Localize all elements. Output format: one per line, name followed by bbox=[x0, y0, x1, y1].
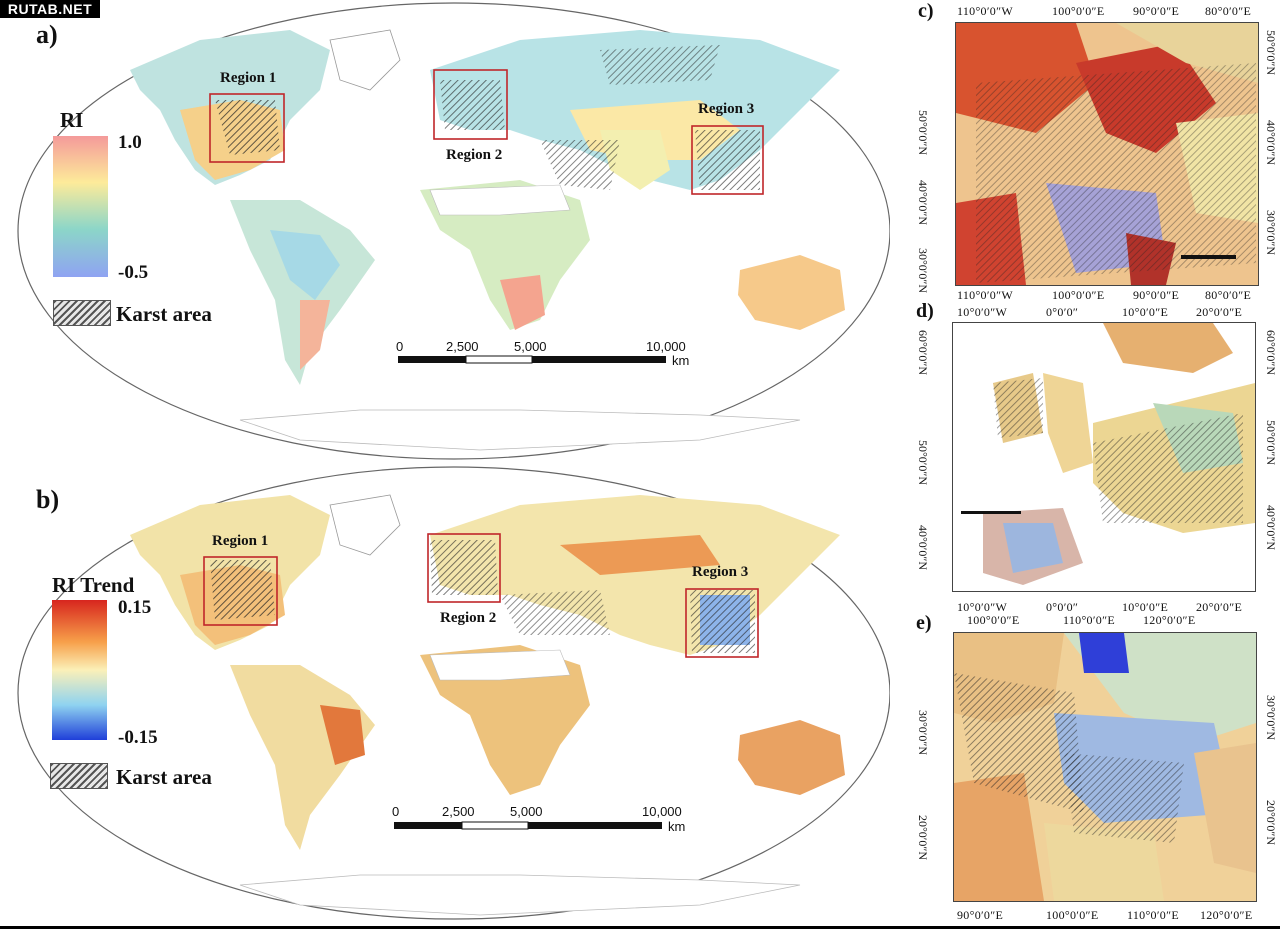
c-top-lon-4: 80°0′0″E bbox=[1205, 4, 1252, 18]
d-top-lon-3: 10°0′0″E bbox=[1122, 305, 1169, 319]
ri-legend-min: -0.5 bbox=[118, 262, 149, 283]
region-1-box-b bbox=[203, 556, 278, 626]
c-right-lat-2: 40°0′0″N bbox=[1264, 120, 1278, 166]
c-left-lat-2: 40°0′0″N bbox=[916, 180, 930, 226]
region-2-label: Region 2 bbox=[446, 147, 503, 163]
scale-tick-2500-b: 2,500 bbox=[442, 804, 475, 819]
panel-a-label: a) bbox=[36, 20, 58, 49]
scale-tick-2500: 2,500 bbox=[446, 339, 479, 354]
c-top-lon-1: 110°0′0″W bbox=[957, 4, 1014, 18]
karst-swatch-b bbox=[50, 763, 108, 789]
d-top-lon-1: 10°0′0″W bbox=[957, 305, 1008, 319]
watermark: RUTAB.NET bbox=[0, 0, 100, 18]
bottom-border bbox=[0, 926, 1280, 929]
e-bot-lon-4: 120°0′0″E bbox=[1200, 908, 1253, 922]
scale-unit-b: km bbox=[668, 819, 686, 834]
region-3-box-b bbox=[685, 588, 759, 658]
e-bot-lon-1: 90°0′0″E bbox=[957, 908, 1004, 922]
region-2-label-b: Region 2 bbox=[440, 610, 497, 626]
e-bot-lon-3: 110°0′0″E bbox=[1127, 908, 1180, 922]
c-right-lat-3: 30°0′0″N bbox=[1264, 210, 1278, 256]
panel-e-label: e) bbox=[916, 612, 932, 634]
d-bot-lon-3: 10°0′0″E bbox=[1122, 600, 1169, 614]
c-top-lon-2: 100°0′0″E bbox=[1052, 4, 1105, 18]
scale-tick-0-b: 0 bbox=[392, 804, 400, 819]
karst-swatch bbox=[53, 300, 111, 326]
c-bot-lon-4: 80°0′0″E bbox=[1205, 288, 1252, 302]
region-1-label-b: Region 1 bbox=[212, 533, 269, 549]
d-left-lat-2: 50°0′0″N bbox=[916, 440, 930, 486]
karst-label: Karst area bbox=[116, 302, 212, 326]
e-top-lon-3: 120°0′0″E bbox=[1143, 613, 1196, 627]
region-3-label-b: Region 3 bbox=[692, 564, 749, 580]
d-bot-lon-4: 20°0′0″E bbox=[1196, 600, 1243, 614]
scale-tick-5000-b: 5,000 bbox=[510, 804, 543, 819]
c-bot-lon-3: 90°0′0″E bbox=[1133, 288, 1180, 302]
trend-legend-max: 0.15 bbox=[118, 597, 152, 618]
world-map-ri bbox=[17, 2, 890, 460]
e-bot-lon-2: 100°0′0″E bbox=[1046, 908, 1099, 922]
scale-unit: km bbox=[672, 353, 690, 368]
d-right-lat-1: 60°0′0″N bbox=[1264, 330, 1278, 376]
d-top-lon-4: 20°0′0″E bbox=[1196, 305, 1243, 319]
e-left-lat-2: 20°0′0″N bbox=[916, 815, 930, 861]
c-top-lon-3: 90°0′0″E bbox=[1133, 4, 1180, 18]
d-top-lon-2: 0°0′0″ bbox=[1046, 305, 1079, 319]
trend-legend-title: RI Trend bbox=[52, 573, 135, 597]
c-bot-lon-1: 110°0′0″W bbox=[957, 288, 1014, 302]
region-3-detail-map bbox=[953, 632, 1257, 902]
region-2-box bbox=[433, 69, 508, 140]
karst-label-b: Karst area bbox=[116, 765, 212, 789]
panel-d-label: d) bbox=[916, 300, 934, 322]
d-bot-lon-1: 10°0′0″W bbox=[957, 600, 1008, 614]
panel-a: a) Region 1 Region 2 Region 3 RI 1.0 -0.… bbox=[0, 0, 890, 465]
scale-tick-10000-b: 10,000 bbox=[642, 804, 682, 819]
c-left-lat-3: 30°0′0″N bbox=[916, 248, 930, 294]
ri-legend-title: RI bbox=[60, 108, 84, 132]
c-bot-lon-2: 100°0′0″E bbox=[1052, 288, 1105, 302]
scale-tick-5000: 5,000 bbox=[514, 339, 547, 354]
d-bot-lon-2: 0°0′0″ bbox=[1046, 600, 1079, 614]
trend-color-ramp bbox=[52, 600, 107, 740]
region-3-box bbox=[691, 125, 764, 195]
ri-legend-max: 1.0 bbox=[118, 132, 142, 153]
c-right-lat-1: 50°0′0″N bbox=[1264, 30, 1278, 76]
d-left-lat-3: 40°0′0″N bbox=[916, 525, 930, 571]
region-2-detail-map bbox=[952, 322, 1256, 592]
region-2-box-b bbox=[427, 533, 501, 603]
d-left-lat-1: 60°0′0″N bbox=[916, 330, 930, 376]
scale-tick-0: 0 bbox=[396, 339, 404, 354]
ri-color-ramp bbox=[53, 136, 108, 277]
panel-c-label: c) bbox=[918, 0, 934, 22]
world-map-ri-trend bbox=[17, 466, 890, 920]
d-right-lat-3: 40°0′0″N bbox=[1264, 505, 1278, 551]
region-1-box bbox=[209, 93, 285, 163]
c-left-lat-1: 50°0′0″N bbox=[916, 110, 930, 156]
region-1-label: Region 1 bbox=[220, 70, 277, 86]
scale-tick-10000: 10,000 bbox=[646, 339, 686, 354]
panel-b: b) Region 1 Region 2 Region 3 RI Trend 0… bbox=[0, 465, 890, 927]
region-3-label: Region 3 bbox=[698, 101, 755, 117]
panel-b-label: b) bbox=[36, 485, 60, 514]
d-right-lat-2: 50°0′0″N bbox=[1264, 420, 1278, 466]
e-left-lat-1: 30°0′0″N bbox=[916, 710, 930, 756]
e-top-lon-1: 100°0′0″E bbox=[967, 613, 1020, 627]
e-top-lon-2: 110°0′0″E bbox=[1063, 613, 1116, 627]
e-right-lat-2: 20°0′0″N bbox=[1264, 800, 1278, 846]
region-1-detail-map bbox=[955, 22, 1259, 286]
e-right-lat-1: 30°0′0″N bbox=[1264, 695, 1278, 741]
trend-legend-min: -0.15 bbox=[118, 727, 158, 748]
